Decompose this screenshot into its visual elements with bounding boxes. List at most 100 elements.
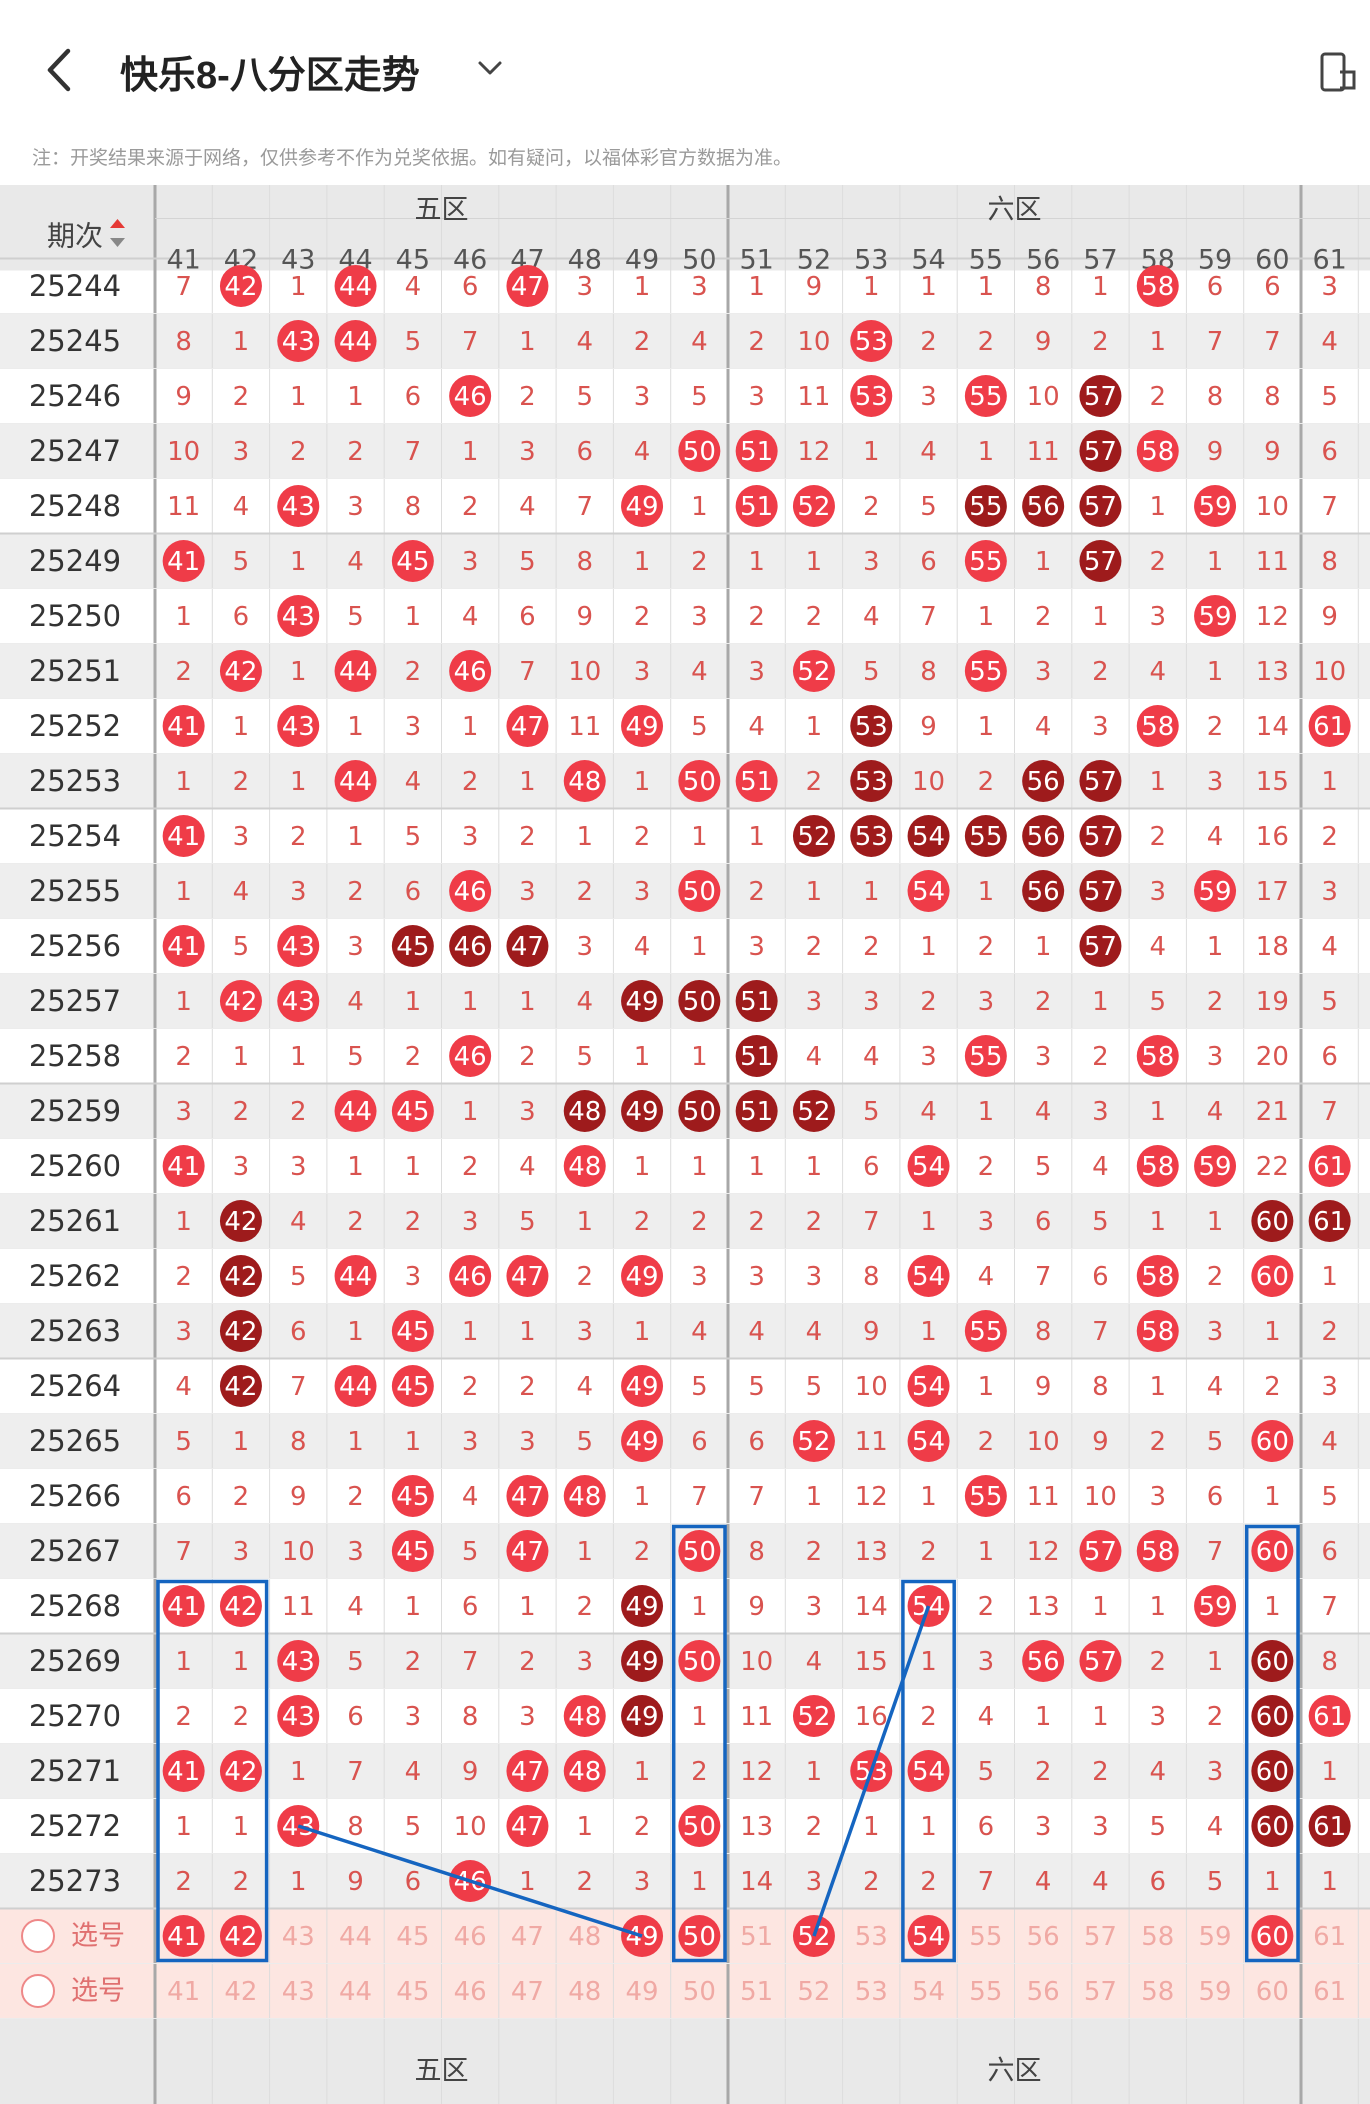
- hit-ball: [563, 1695, 606, 1737]
- hit-ball: [1251, 1530, 1294, 1572]
- miss-count: 2: [175, 1867, 192, 1897]
- hit-ball: [735, 760, 778, 802]
- hit-ball: [1079, 870, 1122, 912]
- miss-count: 3: [634, 657, 651, 687]
- hit-number: 50: [683, 1537, 716, 1567]
- period-cell: 25251: [29, 654, 121, 688]
- screen-share-icon[interactable]: [1318, 50, 1358, 94]
- pick-number: 49: [626, 1977, 659, 2007]
- miss-count: 3: [691, 602, 708, 632]
- miss-count: 2: [920, 987, 937, 1017]
- pick-ball-selected[interactable]: [219, 1915, 262, 1957]
- hit-ball: [1022, 760, 1065, 802]
- hit-number: 42: [224, 1757, 257, 1787]
- chevron-down-icon[interactable]: [475, 56, 505, 80]
- miss-count: 5: [1035, 1152, 1052, 1182]
- miss-count: 22: [1256, 1152, 1289, 1182]
- hit-number: 50: [683, 877, 716, 907]
- miss-count: 4: [920, 1097, 937, 1127]
- hit-number: 54: [912, 877, 945, 907]
- miss-count: 2: [519, 1647, 536, 1677]
- miss-count: 5: [863, 1097, 880, 1127]
- sort-arrows-icon[interactable]: [110, 219, 125, 247]
- hit-number: 60: [1256, 1702, 1289, 1732]
- hit-number: 43: [282, 712, 315, 742]
- miss-count: 2: [1321, 1317, 1338, 1347]
- hit-ball: [678, 980, 721, 1022]
- miss-count: 3: [576, 1317, 593, 1347]
- miss-count: 9: [863, 1317, 880, 1347]
- hit-number: 49: [626, 1592, 659, 1622]
- pick-label: 选号: [71, 1976, 125, 2007]
- miss-count: 10: [1313, 657, 1346, 687]
- miss-count: 2: [1035, 602, 1052, 632]
- miss-count: 11: [1027, 1482, 1060, 1512]
- miss-count: 3: [405, 1262, 422, 1292]
- miss-count: 1: [691, 1867, 708, 1897]
- miss-count: 3: [1092, 1097, 1109, 1127]
- hit-ball: [277, 595, 320, 637]
- hit-number: 45: [396, 1372, 429, 1402]
- hit-ball: [162, 540, 205, 582]
- miss-count: 3: [462, 1427, 479, 1457]
- miss-count: 1: [978, 437, 995, 467]
- hit-ball: [678, 1090, 721, 1132]
- miss-count: 1: [519, 987, 536, 1017]
- miss-count: 6: [519, 602, 536, 632]
- miss-count: 2: [1149, 1647, 1166, 1677]
- hit-ball: [506, 705, 549, 747]
- hit-ball: [563, 1090, 606, 1132]
- miss-count: 2: [1092, 1042, 1109, 1072]
- hit-number: 57: [1084, 437, 1117, 467]
- miss-count: 10: [454, 1812, 487, 1842]
- miss-count: 4: [1207, 822, 1224, 852]
- miss-count: 1: [233, 712, 250, 742]
- hit-number: 48: [568, 1097, 601, 1127]
- hit-ball: [621, 485, 664, 527]
- pick-number-selected: 41: [167, 1922, 200, 1952]
- miss-count: 1: [1264, 1317, 1281, 1347]
- miss-count: 1: [634, 767, 651, 797]
- hit-ball: [334, 1365, 377, 1407]
- miss-count: 1: [1264, 1592, 1281, 1622]
- hit-number: 60: [1256, 1812, 1289, 1842]
- pick-number: 45: [396, 1922, 429, 1952]
- hit-number: 48: [568, 1482, 601, 1512]
- hit-ball: [1251, 1640, 1294, 1682]
- column-number: 61: [1312, 245, 1346, 276]
- miss-count: 2: [347, 1207, 364, 1237]
- miss-count: 10: [1256, 492, 1289, 522]
- hit-ball: [964, 650, 1007, 692]
- hit-ball: [1079, 1530, 1122, 1572]
- miss-count: 1: [175, 1812, 192, 1842]
- miss-count: 3: [691, 272, 708, 302]
- pick-ball-selected[interactable]: [907, 1915, 950, 1957]
- pick-ball-selected[interactable]: [162, 1915, 205, 1957]
- hit-number: 56: [1027, 822, 1060, 852]
- hit-ball: [621, 705, 664, 747]
- period-cell: 25265: [29, 1424, 121, 1458]
- circle-checkbox-icon[interactable]: [21, 1919, 55, 1953]
- miss-count: 3: [1321, 272, 1338, 302]
- miss-count: 17: [1256, 877, 1289, 907]
- pick-ball-selected[interactable]: [1251, 1915, 1294, 1957]
- page-title: 快乐8-八分区走势: [120, 55, 420, 97]
- hit-ball: [1194, 485, 1237, 527]
- hit-ball: [162, 925, 205, 967]
- miss-count: 6: [1321, 1537, 1338, 1567]
- hit-ball: [1194, 1145, 1237, 1187]
- hit-number: 52: [797, 822, 830, 852]
- pick-number: 47: [511, 1977, 544, 2007]
- miss-count: 6: [233, 602, 250, 632]
- chevron-left-icon[interactable]: [40, 45, 80, 95]
- circle-checkbox-icon[interactable]: [21, 1974, 55, 2008]
- miss-count: 7: [1207, 1537, 1224, 1567]
- pick-ball-selected[interactable]: [678, 1915, 721, 1957]
- miss-count: 2: [1264, 1372, 1281, 1402]
- hit-ball: [506, 265, 549, 307]
- miss-count: 1: [519, 327, 536, 357]
- miss-count: 2: [1207, 1702, 1224, 1732]
- miss-count: 1: [1321, 767, 1338, 797]
- hit-ball: [907, 1420, 950, 1462]
- column-number: 57: [1083, 245, 1117, 276]
